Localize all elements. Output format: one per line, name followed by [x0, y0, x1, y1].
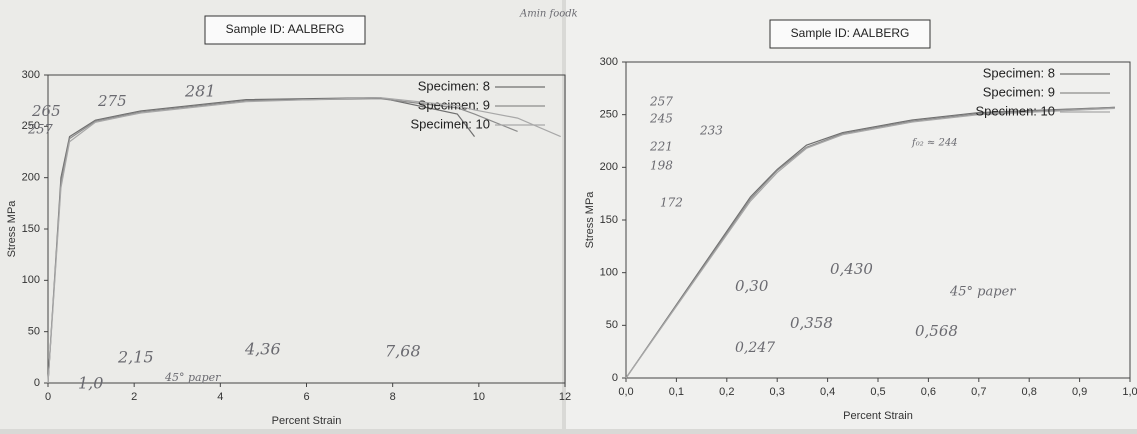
- x-tick-label: 2: [131, 391, 137, 403]
- x-axis-label: Percent Strain: [272, 415, 342, 427]
- y-tick-label: 0: [612, 372, 618, 384]
- handwritten-note: 45° paper: [949, 285, 1016, 300]
- handwritten-note: 0,247: [735, 340, 775, 356]
- x-tick-label: 0,2: [719, 386, 734, 398]
- handwritten-note: 0,430: [830, 260, 873, 278]
- handwritten-note: 221: [649, 140, 673, 154]
- x-tick-label: 8: [390, 391, 396, 403]
- x-axis-label: Percent Strain: [843, 410, 913, 422]
- y-tick-label: 250: [600, 109, 618, 121]
- handwritten-note: 245: [649, 112, 673, 126]
- handwritten-note: 281: [184, 82, 216, 101]
- x-tick-label: 1,0: [1122, 386, 1137, 398]
- legend-label: Specimen: 8: [418, 78, 490, 93]
- legend-label: Specimen: 8: [983, 65, 1055, 80]
- handwritten-note: 257: [649, 95, 673, 109]
- handwritten-note: 265: [31, 102, 61, 120]
- chart-title: Sample ID: AALBERG: [791, 26, 910, 40]
- y-axis-label: Stress MPa: [584, 191, 596, 249]
- handwritten-note: f₀₂ ≈ 244: [911, 138, 958, 149]
- y-tick-label: 300: [600, 56, 618, 68]
- handwritten-note: 0,30: [735, 277, 769, 295]
- x-tick-label: 4: [217, 391, 223, 403]
- x-tick-label: 0,9: [1072, 386, 1087, 398]
- handwritten-note: 45° paper: [164, 371, 221, 384]
- screenshot: 0 50 100 150 200 250 300 0 2 4 6 8 10 12 Percent Strai…: [0, 0, 1137, 429]
- chart-title: Sample ID: AALBERG: [226, 22, 345, 36]
- handwritten-note: 0,568: [915, 322, 958, 340]
- handwritten-note: 4,36: [244, 340, 281, 359]
- y-tick-label: 150: [600, 214, 618, 226]
- handwritten-note: 1,0: [78, 374, 103, 393]
- x-tick-label: 10: [473, 391, 485, 403]
- legend-label: Specimen: 9: [983, 84, 1055, 99]
- x-tick-label: 0,7: [971, 386, 986, 398]
- legend-label: Specimen: 10: [411, 116, 491, 131]
- x-tick-label: 0,3: [770, 386, 785, 398]
- y-tick-label: 100: [22, 274, 40, 286]
- y-tick-label: 100: [600, 267, 618, 279]
- x-tick-label: 0,5: [870, 386, 885, 398]
- y-tick-label: 150: [22, 223, 40, 235]
- x-tick-label: 0: [45, 391, 51, 403]
- handwritten-note: Amin foodk: [519, 9, 578, 20]
- handwritten-note: 172: [660, 196, 683, 210]
- y-tick-label: 50: [28, 326, 40, 338]
- handwritten-note: 0,358: [790, 314, 833, 332]
- y-tick-label: 200: [22, 172, 40, 184]
- handwritten-note: 198: [650, 159, 673, 173]
- x-tick-label: 0,1: [669, 386, 684, 398]
- paper-right: [566, 0, 1137, 429]
- legend-label: Specimen: 10: [976, 103, 1056, 118]
- x-tick-label: 12: [559, 391, 571, 403]
- y-tick-label: 0: [34, 377, 40, 389]
- handwritten-note: 257: [27, 123, 54, 138]
- x-tick-label: 6: [303, 391, 309, 403]
- y-tick-label: 300: [22, 69, 40, 81]
- paper-left: [0, 0, 562, 429]
- handwritten-note: 2,15: [117, 348, 154, 367]
- handwritten-note: 275: [97, 92, 127, 110]
- x-tick-label: 0,8: [1022, 386, 1037, 398]
- x-tick-label: 0,4: [820, 386, 835, 398]
- y-tick-label: 200: [600, 161, 618, 173]
- y-axis-label: Stress MPa: [6, 200, 18, 258]
- x-tick-label: 0,0: [618, 386, 633, 398]
- handwritten-note: 7,68: [385, 342, 421, 361]
- handwritten-note: 233: [699, 124, 723, 138]
- y-tick-label: 50: [606, 319, 618, 331]
- x-tick-label: 0,6: [921, 386, 936, 398]
